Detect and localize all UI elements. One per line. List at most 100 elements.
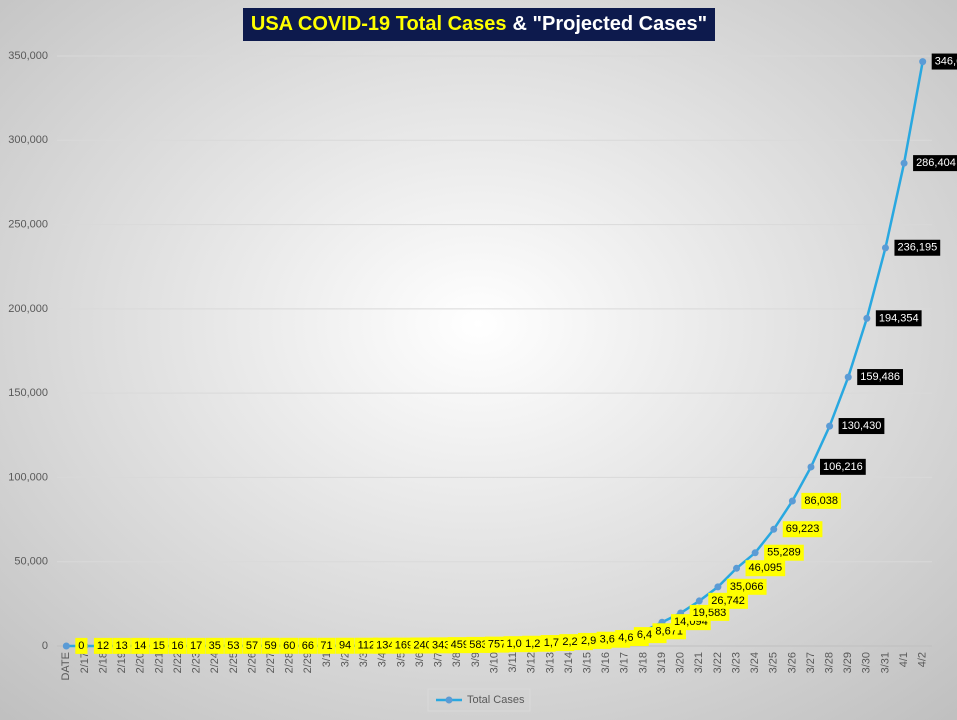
data-label-box	[335, 637, 355, 654]
data-label-box	[112, 637, 131, 654]
x-tick-label: 3/24	[749, 652, 761, 673]
data-label: 14	[131, 637, 150, 654]
data-label: 240	[410, 637, 435, 654]
title-box	[243, 8, 715, 41]
data-label-text: 53	[227, 640, 239, 652]
data-label-box	[689, 604, 730, 621]
data-point	[695, 597, 703, 605]
data-label-box	[149, 637, 169, 654]
x-tick-label: 3/19	[656, 652, 668, 673]
data-label-box	[280, 637, 299, 654]
data-label-box	[782, 521, 823, 538]
data-label-text: 19,583	[693, 607, 727, 619]
data-label-box	[187, 637, 206, 654]
data-label: 66	[298, 637, 317, 654]
data-label: 13	[112, 637, 131, 654]
data-label-text: 194,354	[879, 312, 919, 324]
y-tick-label: 50,000	[14, 556, 48, 568]
title-main: USA COVID-19 Total Cases	[251, 13, 507, 35]
data-label-text: 159,486	[860, 371, 900, 383]
y-tick-label: 100,000	[8, 471, 48, 483]
data-label: 53	[224, 637, 243, 654]
data-label-box	[168, 637, 187, 654]
x-tick-label: 2/18	[97, 652, 109, 673]
data-label-text: 46,095	[749, 562, 783, 574]
data-label: 112	[354, 637, 379, 654]
data-label-text: 130,430	[842, 420, 882, 432]
data-label: 130,430	[838, 418, 885, 435]
data-label-text: 14	[134, 640, 146, 652]
x-tick-label: 2/24	[209, 652, 221, 673]
data-label: 46,095	[745, 560, 786, 577]
data-label-text: 459	[451, 639, 469, 651]
data-label-box	[447, 637, 473, 654]
data-label-box	[224, 637, 243, 654]
data-label-box	[838, 418, 885, 435]
x-tick-label: 2/23	[191, 652, 203, 673]
data-label: 19,583	[689, 604, 730, 621]
data-label: 106,216	[819, 458, 866, 475]
data-point	[751, 549, 759, 557]
data-label-box	[466, 636, 491, 653]
data-label: 55,289	[764, 544, 804, 561]
x-tick-label: 2/29	[302, 652, 314, 673]
data-label-box	[354, 637, 379, 654]
x-tick-label: 3/31	[879, 652, 891, 673]
x-tick-label: 3/3	[358, 652, 370, 667]
y-tick-label: 200,000	[8, 303, 48, 315]
data-label-box	[708, 592, 748, 609]
data-point	[881, 244, 889, 252]
data-label-text: 286,404	[916, 157, 956, 169]
data-label-box	[205, 637, 224, 654]
data-point	[844, 373, 852, 381]
legend-marker	[445, 696, 453, 704]
data-label: 286,404	[913, 155, 957, 172]
data-label: 71	[317, 637, 336, 654]
data-label-text: 60	[283, 640, 295, 652]
title-suffix: & "Projected Cases"	[513, 13, 708, 35]
data-label: 169	[391, 637, 417, 654]
x-tick-label: 2/20	[135, 652, 147, 673]
data-label: 346,655	[931, 53, 957, 70]
x-tick-label: 3/6	[414, 652, 426, 667]
data-label: 60	[280, 637, 299, 654]
data-label-box	[242, 637, 262, 654]
data-label-text: 583	[469, 639, 487, 651]
data-label-box	[745, 560, 786, 577]
data-label-box	[764, 544, 804, 561]
data-label-text: 240	[413, 640, 431, 652]
chart-title: USA COVID-19 Total Cases & "Projected Cas…	[251, 13, 707, 35]
data-point	[863, 314, 871, 322]
data-label-text: 17	[190, 640, 202, 652]
data-label: 12	[93, 637, 113, 654]
data-point	[807, 463, 815, 471]
x-tick-label: 3/14	[563, 652, 575, 673]
x-tick-label: 2/21	[153, 652, 165, 673]
x-tick-label: 2/25	[228, 652, 240, 673]
data-label-text: 16	[171, 640, 183, 652]
x-tick-label: 3/8	[451, 652, 463, 667]
data-label-text: 35,066	[730, 581, 764, 593]
x-tick-label: 3/27	[805, 652, 817, 673]
data-label: 59	[261, 637, 280, 654]
data-label: 16	[168, 637, 187, 654]
data-label-box	[894, 239, 941, 256]
x-tick-label: 3/4	[377, 652, 389, 667]
data-label-text: 112	[358, 640, 376, 652]
data-label-text: 0	[78, 640, 84, 652]
x-tick-label: 3/29	[842, 652, 854, 673]
data-label-text: 55,289	[767, 547, 801, 559]
y-tick-label: 250,000	[8, 218, 48, 230]
x-tick-label: 3/7	[433, 652, 445, 667]
data-label-text: 343	[432, 639, 450, 651]
legend-label: Total Cases	[467, 694, 525, 706]
data-point	[714, 583, 722, 591]
x-tick-label: 4/2	[917, 652, 929, 667]
data-label-text: 35	[209, 640, 221, 652]
x-tick-label: 2/17	[79, 652, 91, 673]
data-point	[919, 58, 927, 66]
data-label-box	[801, 492, 842, 509]
data-label-box	[931, 53, 957, 70]
data-label: 35,066	[726, 578, 767, 595]
x-tick-label: 3/2	[339, 652, 351, 667]
